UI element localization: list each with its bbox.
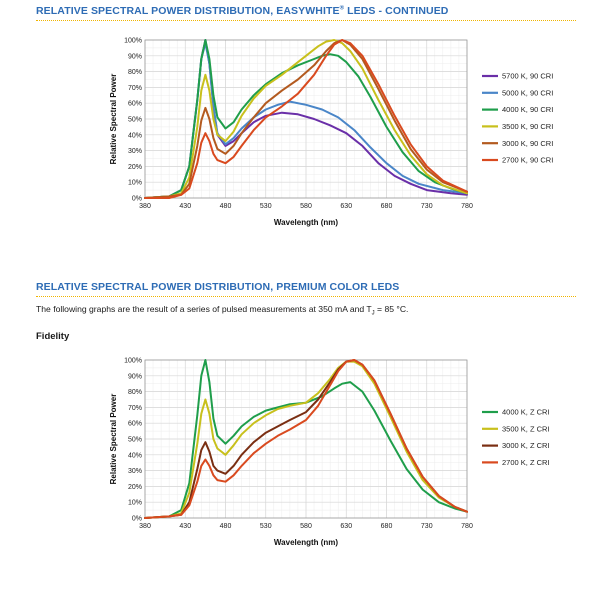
legend-entry: 4000 K, Z CRI bbox=[502, 408, 550, 417]
legend-entry: 3500 K, Z CRI bbox=[502, 424, 550, 433]
y-tick-label: 30% bbox=[128, 468, 142, 475]
x-axis-label: Wavelength (nm) bbox=[274, 218, 338, 227]
legend-entry: 2700 K, 90 CRI bbox=[502, 156, 553, 165]
y-tick-label: 70% bbox=[128, 405, 142, 412]
x-tick-label: 480 bbox=[220, 523, 232, 530]
x-tick-label: 730 bbox=[421, 523, 433, 530]
x-tick-label: 730 bbox=[421, 203, 433, 210]
y-tick-label: 20% bbox=[128, 484, 142, 491]
y-tick-label: 60% bbox=[128, 101, 142, 108]
registered-mark: ® bbox=[339, 5, 345, 12]
legend-entry: 3000 K, 90 CRI bbox=[502, 139, 553, 148]
measurement-note-text: The following graphs are the result of a… bbox=[36, 304, 372, 314]
y-tick-label: 0% bbox=[132, 196, 142, 203]
section-divider-1 bbox=[36, 20, 576, 21]
y-tick-label: 10% bbox=[128, 500, 142, 507]
x-tick-label: 430 bbox=[179, 203, 191, 210]
y-tick-label: 40% bbox=[128, 452, 142, 459]
plot-frame bbox=[144, 359, 468, 519]
x-tick-label: 530 bbox=[260, 203, 272, 210]
series-line-4 bbox=[144, 39, 468, 199]
x-axis-label: Wavelength (nm) bbox=[274, 538, 338, 547]
y-axis-label: Relative Spectral Power bbox=[109, 74, 118, 165]
x-tick-label: 780 bbox=[461, 203, 473, 210]
y-tick-label: 10% bbox=[128, 180, 142, 187]
y-tick-label: 50% bbox=[128, 437, 142, 444]
series-line-1 bbox=[144, 359, 468, 519]
y-tick-label: 30% bbox=[128, 148, 142, 155]
spd-chart-easywhite: 380 430 480 530 580 630 680 730 780 0% 10% 20% 30% 40… bbox=[109, 38, 553, 228]
fidelity-heading: Fidelity bbox=[36, 331, 70, 342]
y-tick-label: 0% bbox=[132, 516, 142, 523]
measurement-note-subscript: J bbox=[371, 310, 375, 317]
y-tick-label: 20% bbox=[128, 164, 142, 171]
series-line-3 bbox=[144, 39, 468, 199]
y-tick-label: 50% bbox=[128, 117, 142, 124]
section-title-tail: LEDS - CONTINUED bbox=[344, 5, 449, 17]
y-tick-label: 70% bbox=[128, 85, 142, 92]
x-tick-label: 430 bbox=[179, 523, 191, 530]
x-tick-label: 530 bbox=[260, 523, 272, 530]
x-tick-label: 780 bbox=[461, 523, 473, 530]
legend-entry: 4000 K, 90 CRI bbox=[502, 105, 553, 114]
x-tick-label: 480 bbox=[220, 203, 232, 210]
y-axis-label: Relative Spectral Power bbox=[109, 394, 118, 485]
series-line-4 bbox=[144, 359, 468, 519]
measurement-note: The following graphs are the result of a… bbox=[36, 304, 408, 317]
measurement-note-tail: = 85 °C. bbox=[374, 304, 409, 314]
y-tick-label: 100% bbox=[124, 38, 142, 45]
legend-entry: 5000 K, 90 CRI bbox=[502, 88, 553, 97]
x-tick-label: 630 bbox=[340, 203, 352, 210]
series-line-2 bbox=[144, 360, 468, 519]
legend-entry: 5700 K, 90 CRI bbox=[502, 72, 553, 81]
legend-entry: 2700 K, Z CRI bbox=[502, 458, 550, 467]
x-tick-label: 380 bbox=[139, 523, 151, 530]
series-line-5 bbox=[144, 39, 468, 199]
x-tick-label: 680 bbox=[381, 203, 393, 210]
y-tick-label: 80% bbox=[128, 69, 142, 76]
x-tick-label: 580 bbox=[300, 523, 312, 530]
section-divider-2 bbox=[36, 296, 576, 297]
x-tick-label: 380 bbox=[139, 203, 151, 210]
y-tick-label: 80% bbox=[128, 389, 142, 396]
y-tick-label: 60% bbox=[128, 421, 142, 428]
section-title-main: RELATIVE SPECTRAL POWER DISTRIBUTION, EA… bbox=[36, 5, 340, 17]
series-line-6 bbox=[144, 39, 468, 199]
legend-entry: 3000 K, Z CRI bbox=[502, 441, 550, 450]
y-tick-label: 90% bbox=[128, 53, 142, 60]
legend-entry: 3500 K, 90 CRI bbox=[502, 122, 553, 131]
x-tick-label: 580 bbox=[300, 203, 312, 210]
section-title-premium-color: RELATIVE SPECTRAL POWER DISTRIBUTION, PR… bbox=[36, 281, 400, 293]
section-title-easywhite: RELATIVE SPECTRAL POWER DISTRIBUTION, EA… bbox=[36, 5, 448, 17]
y-tick-label: 100% bbox=[124, 358, 142, 365]
x-tick-label: 630 bbox=[340, 523, 352, 530]
y-tick-label: 90% bbox=[128, 373, 142, 380]
plot-frame bbox=[144, 39, 468, 199]
x-tick-label: 680 bbox=[381, 523, 393, 530]
y-tick-label: 40% bbox=[128, 132, 142, 139]
